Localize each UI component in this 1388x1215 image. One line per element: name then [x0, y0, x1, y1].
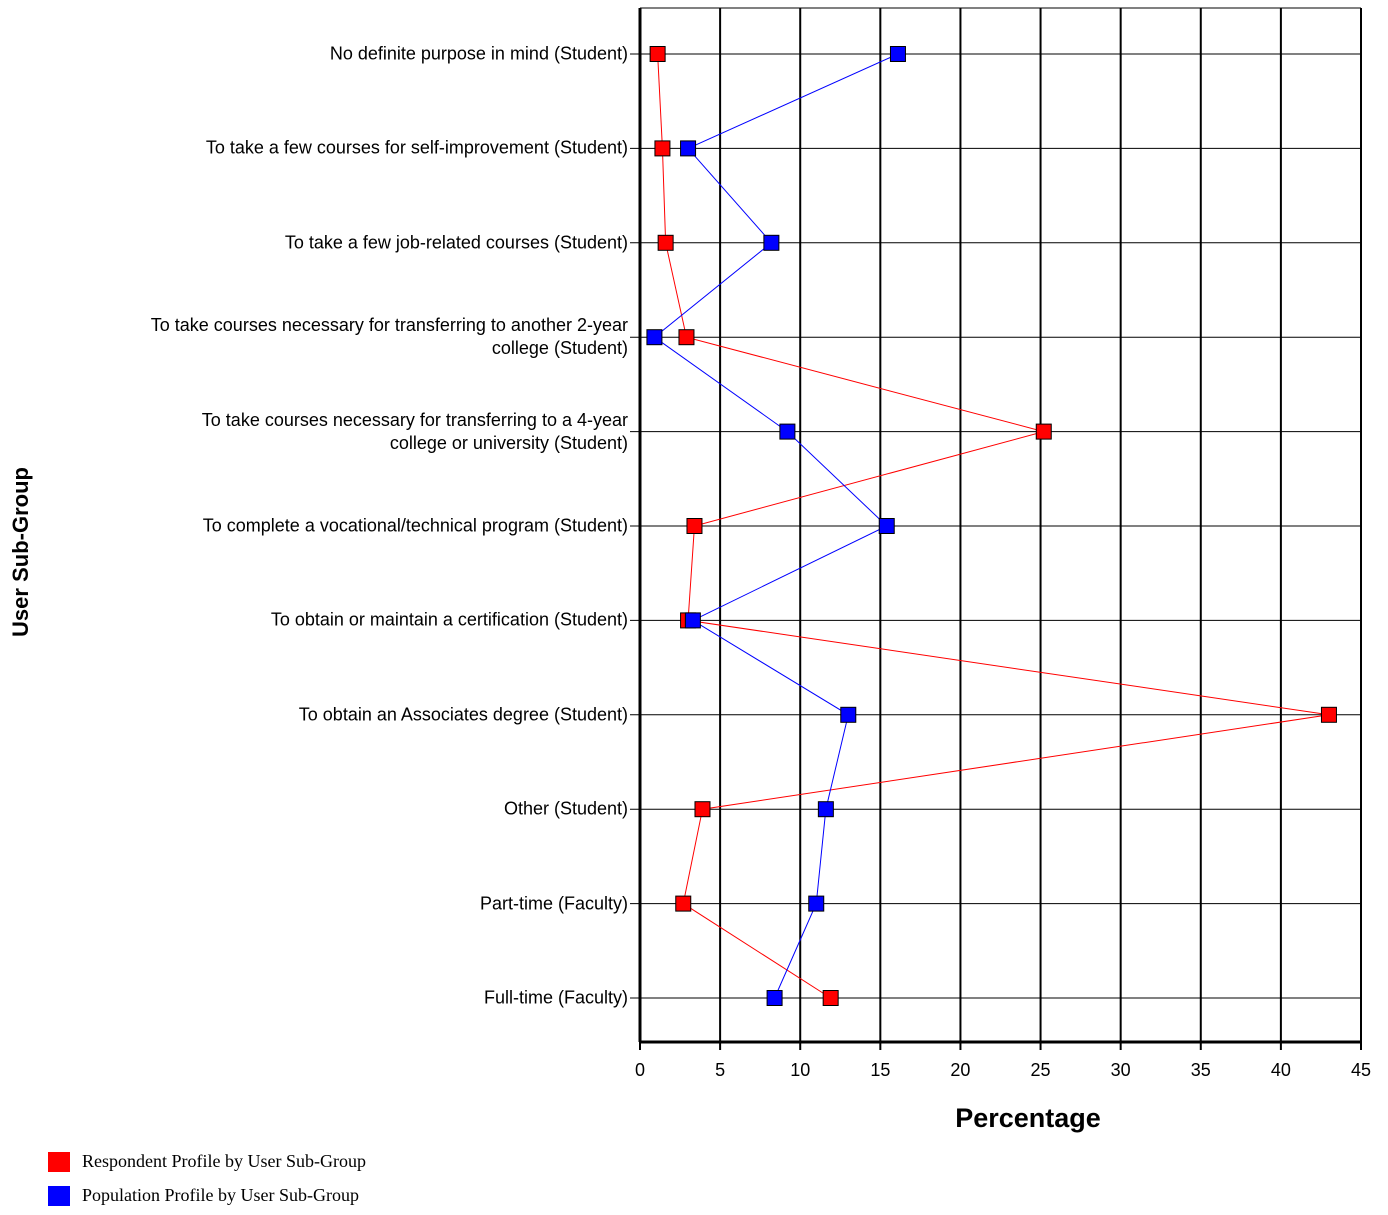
marker	[657, 234, 674, 251]
marker	[1320, 706, 1337, 723]
marker	[808, 895, 825, 912]
legend-swatch	[48, 1186, 70, 1206]
marker	[654, 140, 671, 157]
marker	[675, 895, 692, 912]
x-tick-label: 5	[715, 1060, 725, 1080]
y-tick-label: To take courses necessary for transferri…	[201, 409, 628, 453]
x-tick-label: 25	[1031, 1060, 1051, 1080]
y-axis-title: User Sub-Group	[8, 467, 33, 637]
marker	[646, 329, 663, 346]
legend-swatch	[48, 1152, 70, 1172]
x-tick-label: 15	[870, 1060, 890, 1080]
marker	[822, 990, 839, 1006]
y-tick-label: Part-time (Faculty)	[479, 893, 628, 914]
marker	[678, 329, 695, 346]
marker	[763, 234, 780, 251]
marker	[889, 46, 906, 62]
y-tick-label: To take a few job-related courses (Stude…	[284, 232, 628, 253]
marker	[878, 518, 895, 534]
marker	[680, 140, 697, 157]
x-axis-title: Percentage	[955, 1103, 1101, 1133]
marker	[1035, 423, 1052, 440]
marker	[779, 423, 796, 440]
x-tick-label: 20	[950, 1060, 970, 1080]
marker	[684, 612, 701, 629]
marker	[649, 46, 666, 62]
x-tick-label: 40	[1271, 1060, 1291, 1080]
y-tick-label: To obtain an Associates degree (Student)	[298, 704, 628, 725]
x-tick-label: 45	[1351, 1060, 1371, 1080]
marker	[840, 706, 857, 723]
legend-label: Respondent Profile by User Sub-Group	[82, 1151, 366, 1171]
marker	[694, 801, 711, 818]
y-tick-label: No definite purpose in mind (Student)	[329, 43, 628, 64]
x-tick-label: 35	[1191, 1060, 1211, 1080]
marker	[766, 990, 783, 1006]
x-tick-label: 30	[1111, 1060, 1131, 1080]
y-tick-label: To take a few courses for self-improveme…	[205, 137, 628, 158]
marker	[817, 801, 834, 818]
legend-label: Population Profile by User Sub-Group	[82, 1185, 359, 1205]
x-tick-label: 0	[635, 1060, 645, 1080]
y-tick-label: Other (Student)	[503, 798, 628, 819]
y-tick-label: To take courses necessary for transferri…	[150, 315, 628, 359]
y-tick-label: To obtain or maintain a certification (S…	[270, 609, 628, 630]
y-tick-label: Full-time (Faculty)	[483, 987, 628, 1008]
marker	[686, 518, 703, 534]
y-tick-label: To complete a vocational/technical progr…	[202, 515, 628, 536]
x-tick-label: 10	[790, 1060, 810, 1080]
